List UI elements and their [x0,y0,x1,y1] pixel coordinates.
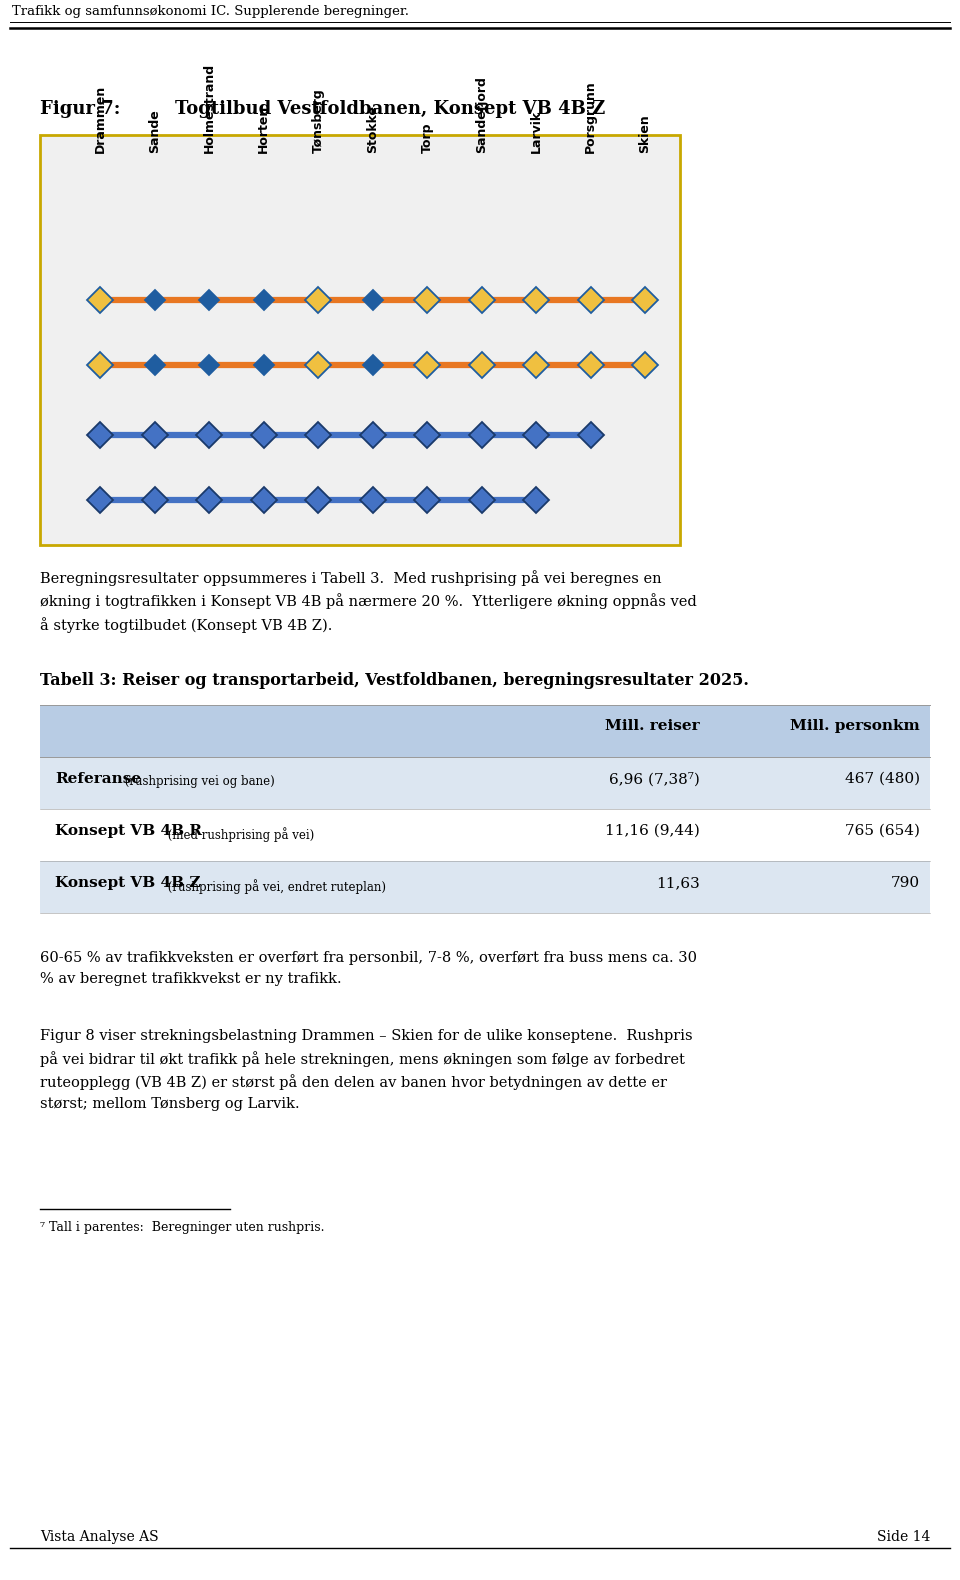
Text: Porsgrunn: Porsgrunn [584,81,597,153]
Text: 6,96 (7,38⁷): 6,96 (7,38⁷) [610,773,700,787]
Text: Konsept VB 4B R: Konsept VB 4B R [55,825,202,837]
Text: ⁷ Tall i parentes:  Beregninger uten rushpris.: ⁷ Tall i parentes: Beregninger uten rush… [40,1221,324,1234]
Text: Stokke: Stokke [366,104,379,153]
Bar [40,809,930,861]
Text: Holmestrand: Holmestrand [203,63,215,153]
Text: (rushprising vei og bane): (rushprising vei og bane) [121,776,275,788]
Text: Mill. personkm: Mill. personkm [790,719,920,733]
Text: Sande: Sande [148,109,161,153]
Text: Sandefjord: Sandefjord [475,76,488,153]
Text: Tønsberg: Tønsberg [311,88,324,153]
Text: Horten: Horten [257,104,270,153]
Text: 60-65 % av trafikkveksten er overført fra personbil, 7-8 %, overført fra buss me: 60-65 % av trafikkveksten er overført fr… [40,951,697,986]
Text: (med rushprising på vei): (med rushprising på vei) [164,826,315,842]
Text: 11,63: 11,63 [657,875,700,890]
Text: Mill. reiser: Mill. reiser [606,719,700,733]
Text: Trafikk og samfunnsøkonomi IC. Supplerende beregninger.: Trafikk og samfunnsøkonomi IC. Suppleren… [12,5,409,17]
Bar [40,861,930,913]
Bar [40,757,930,809]
Text: Referanse: Referanse [55,773,141,785]
Text: Vista Analyse AS: Vista Analyse AS [40,1529,158,1544]
Text: 790: 790 [891,875,920,890]
Text: Tabell 3: Reiser og transportarbeid, Vestfoldbanen, beregningsresultater 2025.: Tabell 3: Reiser og transportarbeid, Ves… [40,672,749,689]
Text: Figur 8 viser strekningsbelastning Drammen – Skien for de ulike konseptene.  Rus: Figur 8 viser strekningsbelastning Dramm… [40,1029,692,1111]
Text: 11,16 (9,44): 11,16 (9,44) [605,825,700,837]
Text: (rushprising på vei, endret ruteplan): (rushprising på vei, endret ruteplan) [164,878,387,894]
Text: Larvik: Larvik [530,111,542,153]
Text: Figur 7:: Figur 7: [40,100,120,118]
Text: Side 14: Side 14 [876,1529,930,1544]
Text: Torp: Torp [420,123,434,153]
Text: Skien: Skien [638,114,652,153]
Text: Konsept VB 4B Z: Konsept VB 4B Z [55,875,201,890]
Text: 765 (654): 765 (654) [845,825,920,837]
Text: 467 (480): 467 (480) [845,773,920,785]
Text: Drammen: Drammen [93,85,107,153]
Text: Beregningsresultater oppsummeres i Tabell 3.  Med rushprising på vei beregnes en: Beregningsresultater oppsummeres i Tabel… [40,570,697,634]
Bar [40,134,680,545]
Bar [40,705,930,757]
Text: Togtilbud Vestfoldbanen, Konsept VB 4B Z: Togtilbud Vestfoldbanen, Konsept VB 4B Z [175,100,605,118]
